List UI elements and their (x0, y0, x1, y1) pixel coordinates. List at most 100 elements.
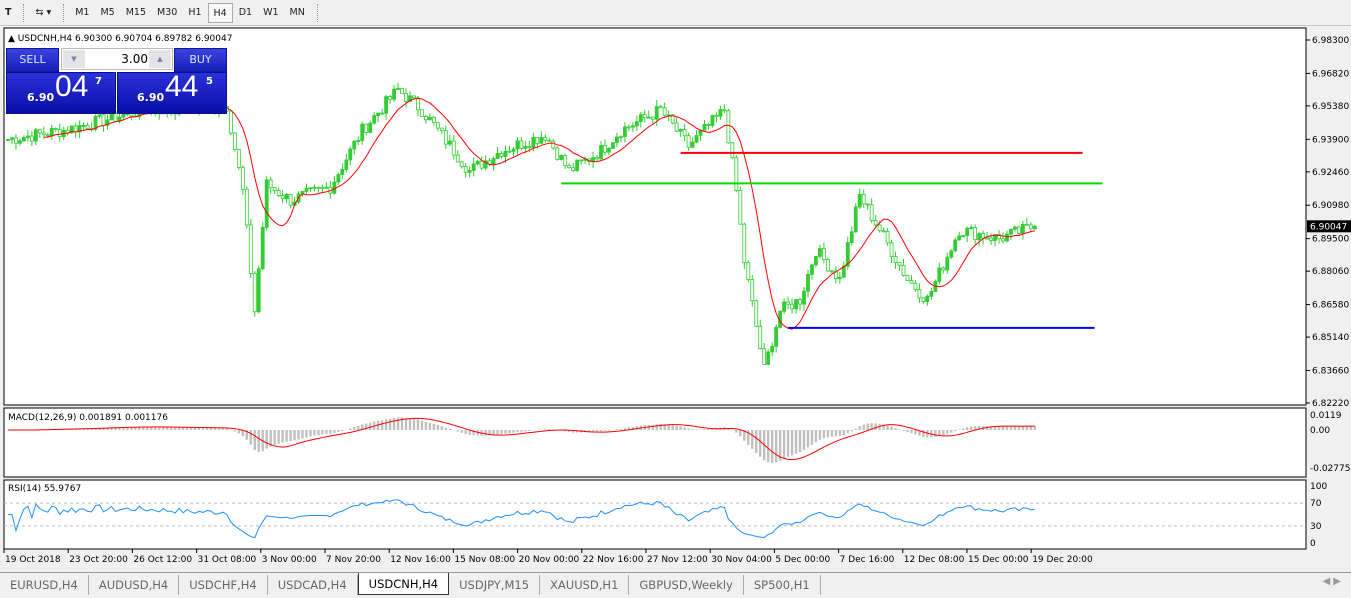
macd-bar (946, 430, 949, 434)
chart-tab[interactable]: USDCNH,H4 (357, 573, 450, 595)
price-tick-label: 6.93900 (1312, 135, 1349, 145)
candle (288, 193, 293, 206)
candle (818, 248, 822, 257)
macd-bar (420, 420, 424, 430)
buy-price[interactable]: 6.90 44 5 (117, 70, 227, 114)
chart-area[interactable]: 6.98300 6.96820 6.95380 6.93900 6.92460 6.909… (0, 26, 1351, 572)
candle (372, 115, 377, 124)
macd-bar (1021, 425, 1025, 430)
candle (567, 165, 572, 169)
tab-scroll-arrows[interactable]: ◀ ▶ (1322, 576, 1341, 587)
candle (22, 137, 26, 142)
candle (423, 116, 428, 121)
candle (463, 166, 468, 173)
macd-bar (755, 430, 758, 453)
macd-bar (460, 430, 463, 433)
macd-bar (993, 426, 997, 430)
macd-bar (862, 424, 865, 430)
price-tick-label: 6.89500 (1312, 235, 1349, 245)
macd-bar (1025, 425, 1029, 430)
macd-bar (683, 427, 686, 430)
macd-bar (699, 429, 702, 430)
lot-size-input[interactable]: ▼ 3.00 ▲ (61, 48, 173, 70)
candle (471, 163, 476, 171)
candle (738, 190, 743, 225)
candle (965, 227, 970, 236)
candle (228, 110, 233, 134)
macd-bar (962, 428, 965, 430)
sell-price[interactable]: 6.90 04 7 (6, 70, 116, 114)
macd-bar (400, 417, 404, 430)
macd-bar (894, 428, 897, 430)
chart-tab[interactable]: EURUSD,H4 (0, 575, 89, 595)
chart-tab[interactable]: AUDUSD,H4 (89, 575, 180, 595)
candle (6, 139, 10, 141)
macd-bar (564, 430, 567, 432)
candle (73, 125, 78, 133)
macd-tick-label: 0.0119 (1310, 411, 1342, 421)
timeframe-d1[interactable]: D1 (238, 6, 253, 18)
macd-bar (870, 423, 873, 430)
candle (18, 140, 22, 144)
lot-decrease-icon[interactable]: ▼ (63, 50, 85, 68)
time-label: 27 Nov 12:00 (647, 555, 708, 565)
timeframe-w1[interactable]: W1 (263, 6, 279, 18)
timeframe-mn[interactable]: MN (289, 6, 305, 18)
candle (252, 272, 257, 313)
candle (973, 227, 978, 241)
candle (348, 148, 353, 161)
price-tick-label: 6.90980 (1312, 201, 1349, 211)
candle (678, 129, 683, 132)
macd-bar (623, 427, 627, 430)
candle (634, 121, 639, 127)
chart-tab[interactable]: USDJPY,M15 (449, 575, 541, 595)
macd-bar (627, 427, 631, 430)
macd-bar (591, 430, 595, 433)
macd-bar (778, 430, 782, 461)
candle (356, 140, 361, 142)
chart-tab[interactable]: USDCHF,H4 (179, 575, 268, 595)
macd-bar (528, 430, 531, 432)
timeframe-h1[interactable]: H1 (188, 6, 202, 18)
macd-bar (392, 417, 396, 430)
candle (849, 231, 854, 244)
macd-bar (440, 426, 444, 430)
macd-bar (317, 430, 320, 435)
chart-tab[interactable]: SP500,H1 (744, 575, 821, 595)
timeframe-h4[interactable]: H4 (207, 2, 233, 23)
macd-bar (301, 430, 304, 439)
macd-bar (496, 430, 499, 435)
timeframe-m1[interactable]: M1 (75, 6, 90, 18)
macd-bar (205, 427, 209, 430)
macd-signal-line (7, 417, 1035, 461)
candle (662, 107, 667, 116)
candle (626, 126, 631, 129)
candle (822, 248, 826, 260)
buy-button[interactable]: BUY (174, 48, 227, 72)
candle (814, 256, 818, 266)
candle (268, 179, 273, 189)
objects-dropdown-icon[interactable]: ⇆ ▾ (35, 6, 52, 18)
timeframe-m5[interactable]: M5 (100, 6, 115, 18)
macd-bar (544, 429, 547, 430)
candle (1009, 228, 1013, 235)
sell-button[interactable]: SELL (6, 48, 59, 72)
timeframe-m15[interactable]: M15 (125, 6, 147, 18)
timeframe-m30[interactable]: M30 (157, 6, 178, 18)
chart-tab[interactable]: USDCAD,H4 (268, 575, 358, 595)
macd-bar (150, 426, 153, 430)
macd-bar (173, 427, 177, 430)
macd-bar (285, 430, 288, 442)
candle (555, 147, 560, 160)
macd-bar (786, 430, 790, 458)
lot-increase-icon[interactable]: ▲ (149, 50, 171, 68)
macd-bar (735, 430, 738, 433)
chart-tab[interactable]: XAUUSD,H1 (540, 575, 630, 595)
macd-bar (667, 424, 670, 430)
chart-tab[interactable]: GBPUSD,Weekly (629, 575, 744, 595)
macd-bar (973, 426, 977, 430)
time-label: 19 Dec 20:00 (1032, 555, 1093, 565)
candle (404, 93, 408, 102)
text-tool-icon[interactable]: T (5, 6, 12, 18)
macd-bar (846, 430, 849, 434)
